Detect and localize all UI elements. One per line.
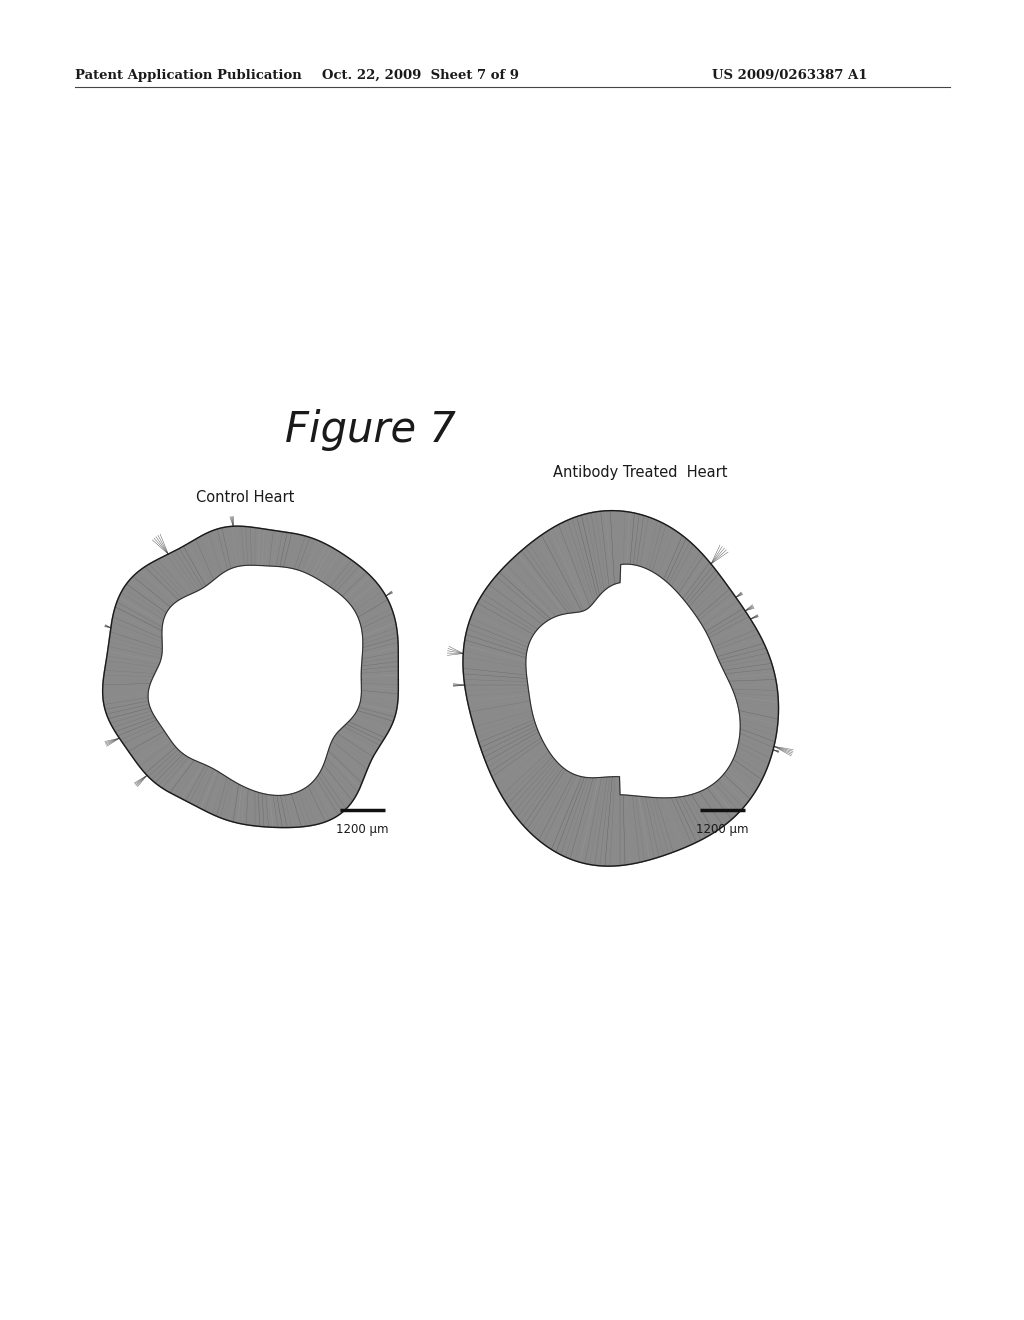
Text: US 2009/0263387 A1: US 2009/0263387 A1 [713,69,867,82]
Text: Patent Application Publication: Patent Application Publication [75,69,302,82]
Text: Figure 7: Figure 7 [285,409,456,451]
Text: 1200 μm: 1200 μm [696,822,749,836]
Text: Oct. 22, 2009  Sheet 7 of 9: Oct. 22, 2009 Sheet 7 of 9 [322,69,518,82]
Text: Control Heart: Control Heart [196,490,294,506]
Text: Antibody Treated  Heart: Antibody Treated Heart [553,465,727,480]
Polygon shape [102,527,398,828]
Text: 1200 μm: 1200 μm [336,822,389,836]
Polygon shape [463,511,778,866]
